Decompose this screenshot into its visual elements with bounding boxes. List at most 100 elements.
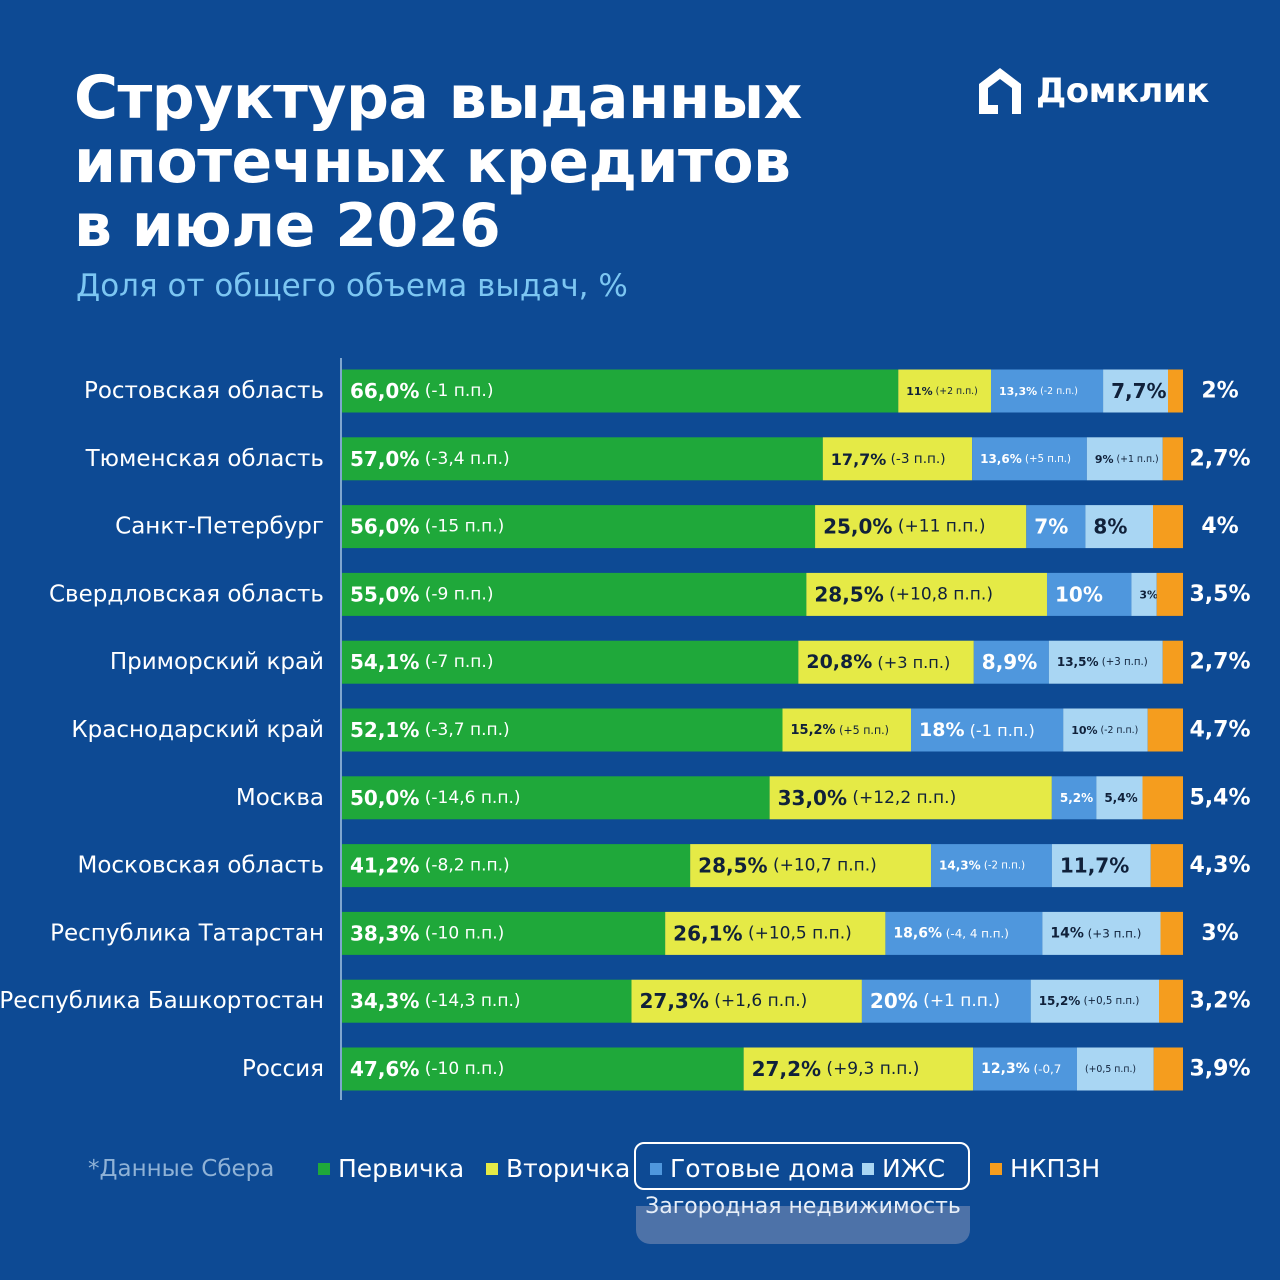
bar-segment — [911, 708, 1064, 752]
bar-segment — [898, 369, 991, 413]
data-label: 57,0% (-3,4 п.п.) — [350, 447, 510, 471]
bar-segment — [690, 844, 932, 888]
bar-segment — [1042, 911, 1161, 955]
nkpzn-value-label: 3% — [1201, 921, 1238, 946]
bar-segment — [931, 844, 1052, 888]
data-label: 50,0% (-14,6 п.п.) — [350, 786, 521, 810]
bar-segment — [1026, 505, 1086, 549]
bar-segment — [342, 708, 783, 752]
bar-segment — [972, 437, 1087, 481]
data-label: 14% (+3 п.п.) — [1050, 925, 1141, 941]
bar-segment — [342, 1047, 744, 1091]
data-label: 52,1% (-3,7 п.п.) — [350, 718, 510, 742]
group-label: Загородная недвижимость — [645, 1194, 961, 1219]
bar-segment — [1076, 1047, 1154, 1091]
bar-segment — [991, 369, 1104, 413]
bar-segment — [973, 640, 1049, 684]
legend-swatch-secondary — [486, 1162, 498, 1175]
data-label: 20% (+1 п.п.) — [870, 989, 1000, 1013]
nkpzn-value-label: 3,9% — [1189, 1057, 1250, 1082]
category-label: Московская область — [77, 853, 324, 879]
legend-swatch-ready-houses — [650, 1162, 662, 1175]
group-underlay — [636, 1206, 970, 1244]
data-label: 41,2% (-8,2 п.п.) — [350, 854, 510, 878]
data-label: (+0,5 п.п.) — [1085, 1064, 1136, 1075]
data-label: 12,3% (-0,7 — [981, 1061, 1061, 1077]
data-label: 15,2% (+0,5 п.п.) — [1039, 994, 1140, 1008]
data-label: 20,8% (+3 п.п.) — [806, 651, 950, 673]
bar-segment — [342, 640, 799, 684]
bar-segment — [342, 844, 691, 888]
data-label: 28,5% (+10,8 п.п.) — [814, 582, 993, 606]
category-label: Свердловская область — [49, 581, 324, 607]
data-label: 33,0% (+12,2 п.п.) — [778, 786, 957, 810]
bar-segment — [1168, 369, 1183, 413]
bar-segment — [1160, 911, 1183, 955]
bar-segment — [1147, 708, 1183, 752]
legend-izhs: ИЖС — [862, 1154, 945, 1183]
legend-label-primary: Первичка — [338, 1154, 465, 1183]
data-label: 27,3% (+1,6 п.п.) — [639, 989, 807, 1013]
data-label: 7,7% — [1111, 379, 1166, 403]
bar-segment — [1153, 1047, 1183, 1091]
nkpzn-value-label: 4,7% — [1189, 718, 1250, 743]
title-line-3: в июле 2026 — [74, 191, 501, 261]
title-line-2: ипотечных кредитов — [74, 127, 791, 197]
data-label: 28,5% (+10,7 п.п.) — [698, 854, 877, 878]
data-label: 38,3% (-10 п.п.) — [350, 921, 504, 945]
bar-segment — [885, 911, 1043, 955]
legend-swatch-nkpzn — [990, 1162, 1002, 1175]
bar-segment — [1051, 776, 1097, 820]
house-icon — [979, 68, 1021, 114]
bar-segment — [631, 979, 862, 1023]
data-label: 14,3% (-2 п.п.) — [939, 859, 1025, 873]
data-label: 13,6% (+5 п.п.) — [980, 452, 1071, 466]
y-axis-line — [340, 358, 342, 1100]
bar-segment — [342, 572, 807, 616]
nkpzn-value-label: 2,7% — [1189, 650, 1250, 675]
category-label: Тюменская область — [85, 446, 324, 472]
chart-title: Структура выданных ипотечных кредитов в … — [74, 66, 802, 258]
category-label: Республика Татарстан — [50, 920, 324, 946]
data-label: 9% (+1 п.п.) — [1095, 452, 1159, 465]
bar-segment — [798, 640, 974, 684]
bar-segment — [1150, 844, 1183, 888]
bar-segment — [1096, 776, 1143, 820]
data-label: 10% — [1055, 582, 1103, 606]
nkpzn-value-label: 4,3% — [1189, 853, 1250, 878]
data-label: 26,1% (+10,5 п.п.) — [673, 921, 852, 945]
group-frame — [634, 1142, 970, 1190]
bar-segment — [342, 911, 666, 955]
data-label: 18% (-1 п.п.) — [919, 719, 1035, 741]
data-label: 27,2% (+9,3 п.п.) — [752, 1057, 920, 1081]
bar-segment — [743, 1047, 974, 1091]
data-label: 17,7% (-3 п.п.) — [831, 449, 946, 468]
bar-segment — [1103, 369, 1168, 413]
bar-segment — [806, 572, 1047, 616]
data-label: 66,0% (-1 п.п.) — [350, 379, 493, 403]
data-label: 15,2% (+5 п.п.) — [790, 723, 889, 738]
legend-swatch-izhs — [862, 1162, 874, 1175]
bar-segment — [1142, 776, 1183, 820]
category-label: Республика Башкортостан — [0, 988, 324, 1014]
legend-nkpzn: НКПЗН — [990, 1154, 1100, 1183]
bar-segment — [342, 979, 632, 1023]
bar-segment — [973, 1047, 1077, 1091]
nkpzn-value-label: 4% — [1201, 514, 1238, 539]
bar-segment — [815, 505, 1027, 549]
legend-label-nkpzn: НКПЗН — [1010, 1154, 1101, 1183]
bar-segment — [342, 369, 899, 413]
data-label: 47,6% (-10 п.п.) — [350, 1057, 504, 1081]
data-label: 5,4% — [1104, 791, 1137, 805]
brand-name: Домклик — [1036, 71, 1209, 111]
bar-segment — [1048, 640, 1163, 684]
legend-ready-houses: Готовые дома — [650, 1154, 855, 1183]
footnote: *Данные Сбера — [88, 1156, 275, 1182]
bar-segment — [782, 708, 912, 752]
nkpzn-value-label: 2% — [1201, 379, 1238, 404]
bar-segment — [1153, 505, 1183, 549]
category-label: Краснодарский край — [71, 717, 324, 743]
category-label: Россия — [242, 1056, 324, 1082]
bar-segment — [1030, 979, 1159, 1023]
